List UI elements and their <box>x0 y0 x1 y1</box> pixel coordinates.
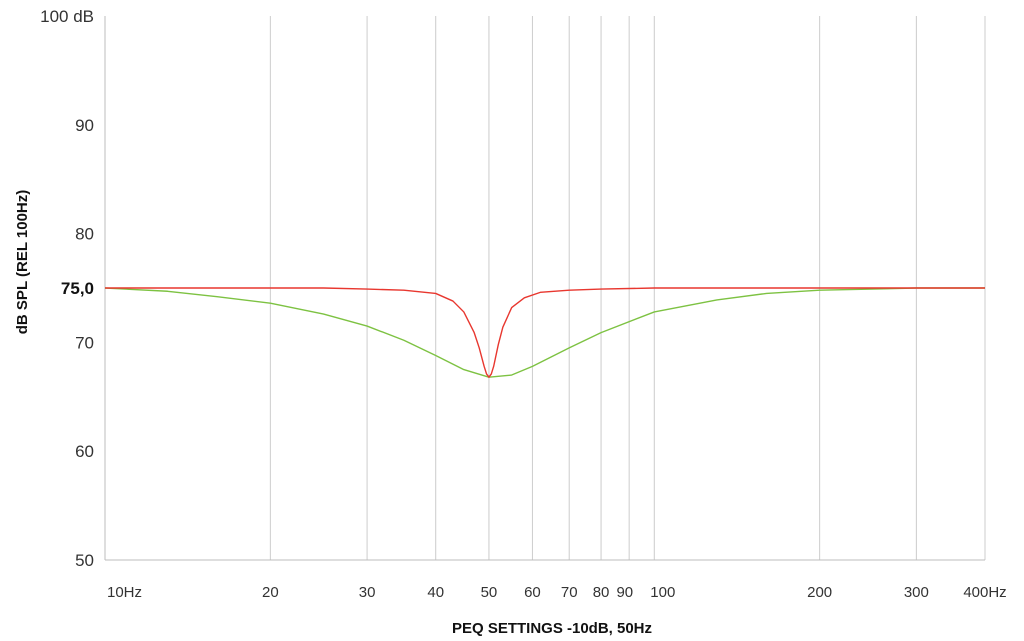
series-layer <box>104 287 985 378</box>
x-tick-label: 200 <box>807 584 832 601</box>
y-tick-label: 70 <box>75 333 94 352</box>
x-tick-label: 20 <box>262 584 279 601</box>
series-line <box>104 287 985 378</box>
label-layer: 10Hz 20 30 40 50 60 70 80 90 100 200 300 400Hz 100 dB… <box>40 7 1007 601</box>
x-tick-label: 400Hz <box>963 584 1006 601</box>
series-line <box>105 287 985 378</box>
x-tick-label: 70 <box>561 584 578 601</box>
x-axis-title: PEQ SETTINGS -10dB, 50Hz <box>452 620 652 637</box>
x-tick-label: 60 <box>524 584 541 601</box>
y-tick-label: 80 <box>75 225 94 244</box>
y-reference-label: 75,0 <box>61 279 94 298</box>
x-tick-label: 30 <box>359 584 376 601</box>
y-axis-title: dB SPL (REL 100Hz) <box>14 190 31 334</box>
y-tick-label: 90 <box>75 116 94 135</box>
x-tick-label: 100 <box>650 584 675 601</box>
x-tick-label: 10Hz <box>107 584 142 601</box>
x-tick-label: 80 <box>593 584 610 601</box>
x-tick-label: 50 <box>481 584 498 601</box>
x-tick-label: 40 <box>427 584 444 601</box>
x-tick-label: 300 <box>904 584 929 601</box>
y-tick-label: 100 dB <box>40 7 94 26</box>
y-tick-label: 50 <box>75 551 94 570</box>
x-tick-label: 90 <box>616 584 633 601</box>
y-tick-label: 60 <box>75 442 94 461</box>
